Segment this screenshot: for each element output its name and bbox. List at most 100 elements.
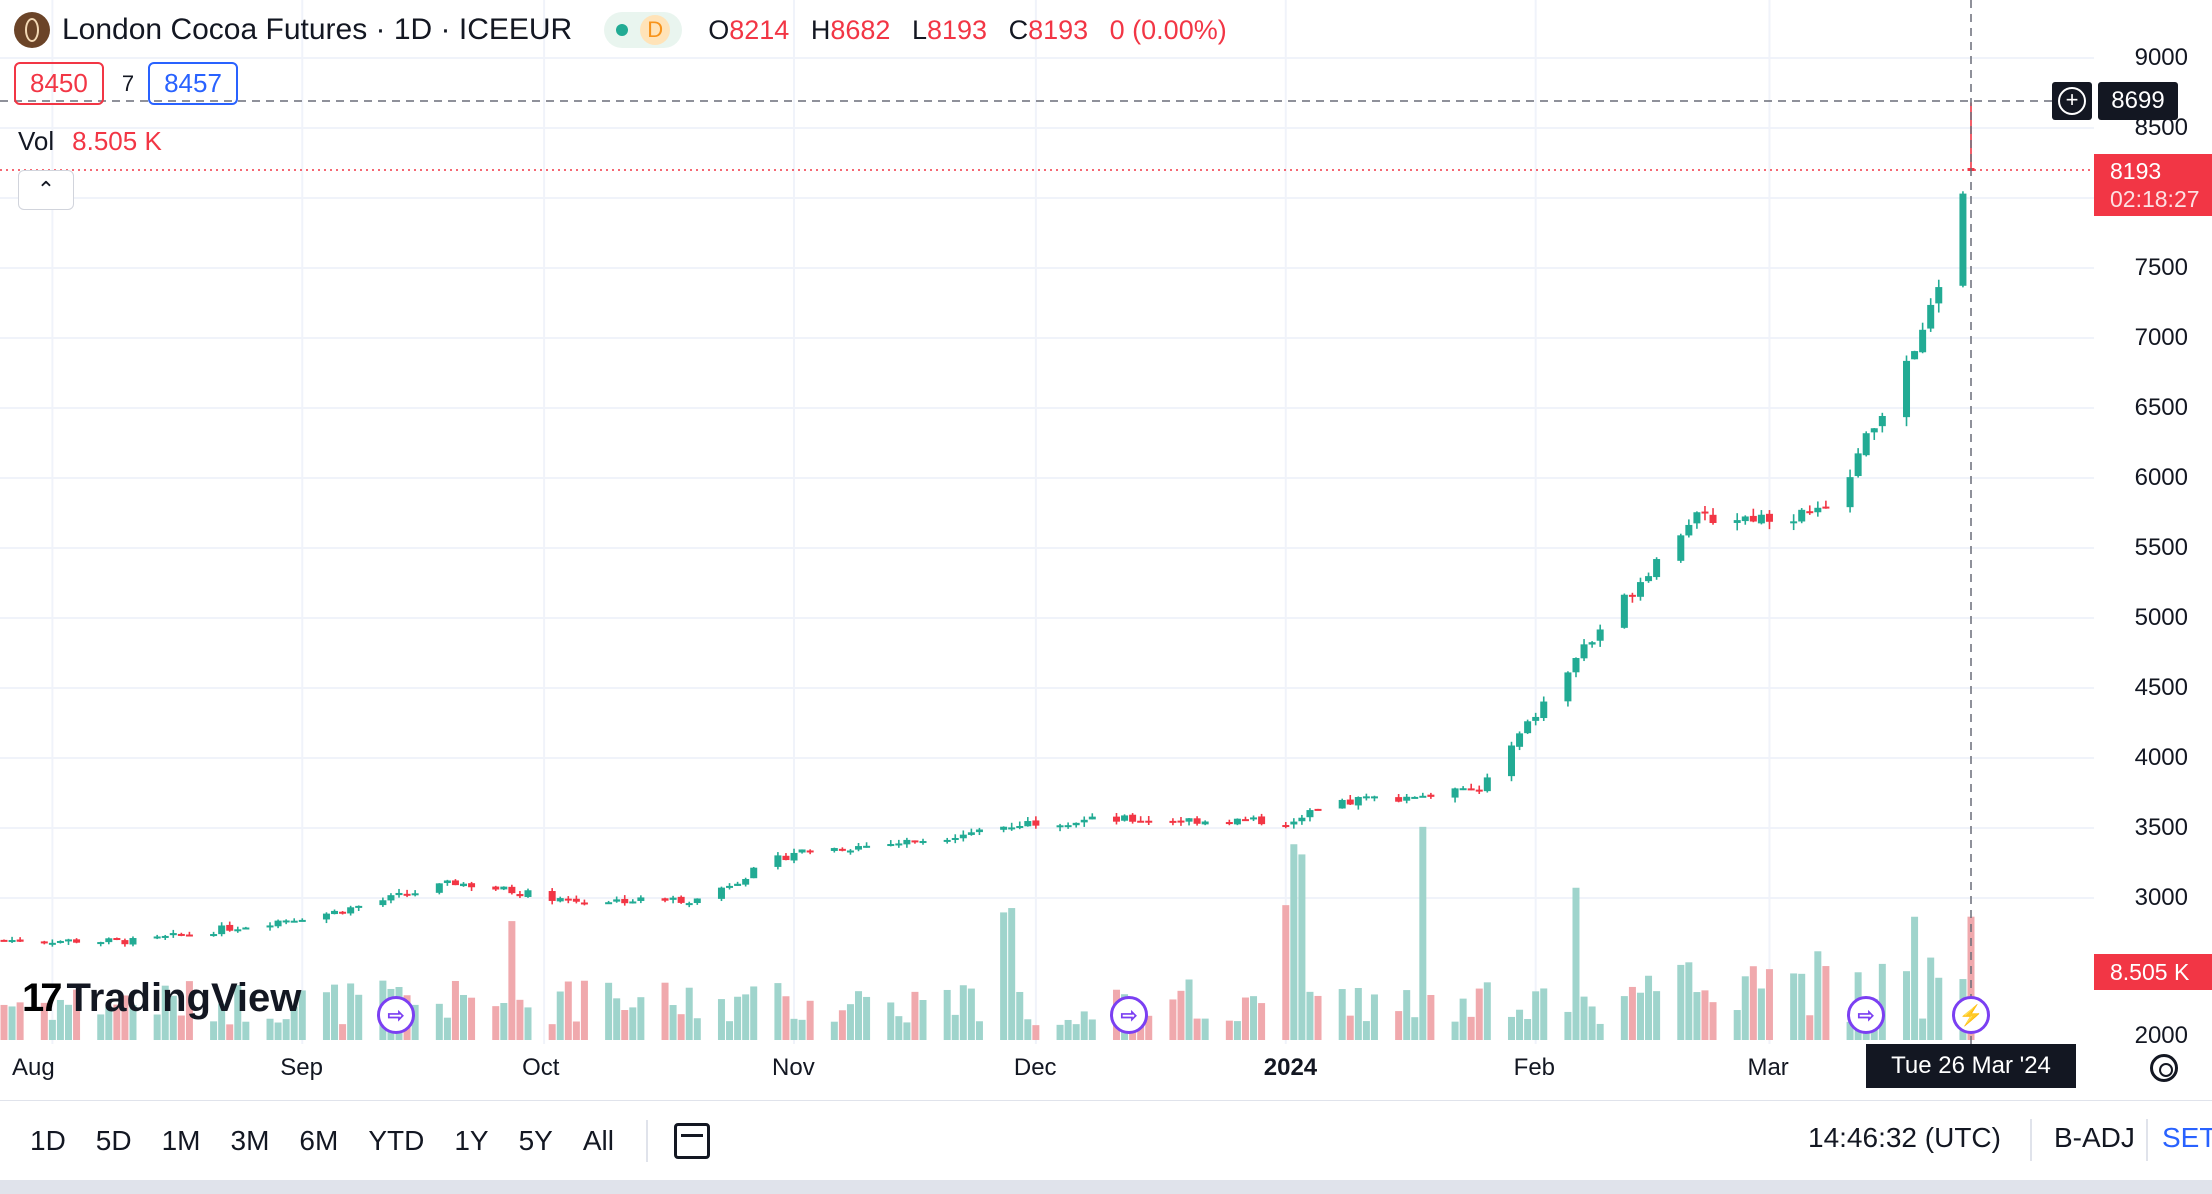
candle-body (621, 898, 629, 904)
candle-body (1080, 819, 1088, 823)
volume-bar (1636, 992, 1644, 1040)
volume-bar (1314, 995, 1322, 1040)
candle-body (379, 900, 387, 906)
close-value: 8193 (1028, 14, 1089, 45)
volume-legend-label[interactable]: Vol (18, 126, 55, 156)
candle-body (742, 879, 750, 885)
volume-bar (339, 1024, 347, 1040)
range-3m-button[interactable]: 3M (230, 1125, 270, 1156)
symbol-title[interactable]: London Cocoa Futures · 1D · ICEEUR (62, 13, 573, 46)
volume-bar (451, 980, 459, 1040)
candle-body (790, 852, 798, 861)
event-marker-icon[interactable]: ⇨ (1110, 996, 1148, 1034)
candle-body (1233, 818, 1241, 825)
range-1y-button[interactable]: 1Y (454, 1125, 489, 1156)
volume-bar (266, 1018, 274, 1040)
candle-body (500, 886, 508, 890)
buy-button[interactable]: 8457 (148, 62, 238, 105)
volume-bar (548, 1024, 556, 1040)
toolbar-divider (2146, 1119, 2148, 1161)
toolbar-divider (645, 1120, 648, 1162)
range-all-button[interactable]: All (582, 1125, 614, 1156)
candle-body (1757, 514, 1765, 524)
volume-bar (298, 990, 306, 1040)
price-tick-label: 5000 (2134, 604, 2188, 631)
volume-bar (73, 989, 81, 1040)
candle-body (242, 927, 250, 930)
candle-body (1008, 827, 1016, 830)
range-5d-button[interactable]: 5D (95, 1125, 132, 1156)
volume-bar (1524, 1018, 1532, 1040)
volume-bar (1878, 963, 1886, 1040)
add-alert-button[interactable]: + (2052, 82, 2092, 120)
event-marker-icon[interactable]: ⇨ (1847, 996, 1885, 1034)
volume-bar (798, 1019, 806, 1040)
candle-body (1177, 820, 1185, 823)
volume-bar (210, 1021, 218, 1040)
volume-bar (1233, 1021, 1241, 1040)
candle-body (669, 897, 677, 900)
event-marker-icon[interactable]: ⇨ (377, 996, 415, 1034)
candle-body (105, 938, 113, 943)
collapse-legend-button[interactable]: ⌃ (18, 170, 74, 210)
candle-body (1225, 822, 1233, 825)
volume-bar (951, 1014, 959, 1040)
candle-body (1701, 511, 1709, 514)
candle-body (64, 939, 72, 942)
chevron-up-icon: ⌃ (36, 177, 56, 202)
volume-bar (492, 1006, 500, 1040)
range-1m-button[interactable]: 1M (161, 1125, 201, 1156)
volume-bar (903, 1022, 911, 1040)
volume-bar (500, 1003, 508, 1040)
candle-body (1870, 428, 1878, 433)
volume-bar (1790, 973, 1798, 1040)
candle-body (1258, 816, 1266, 825)
candle-body (1628, 594, 1636, 597)
volume-bar (855, 991, 863, 1040)
candle-body (1193, 818, 1201, 824)
range-1d-button[interactable]: 1D (30, 1125, 66, 1156)
market-status-badge[interactable]: D (604, 12, 683, 48)
candle-body (1790, 521, 1798, 524)
volume-bar (1241, 997, 1249, 1040)
volume-bar (911, 991, 919, 1040)
candle-body (1564, 672, 1572, 702)
candle-body (298, 919, 306, 922)
volume-bar (347, 983, 355, 1040)
tradingview-watermark[interactable]: 17 TradingView (22, 976, 301, 1021)
volume-bar (750, 986, 758, 1040)
candle-body (911, 840, 919, 843)
candle-body (951, 837, 959, 840)
range-5y-button[interactable]: 5Y (518, 1125, 553, 1156)
candle-body (1862, 433, 1870, 456)
range-6m-button[interactable]: 6M (299, 1125, 339, 1156)
candle-body (1645, 576, 1653, 582)
volume-bar (774, 983, 782, 1040)
volume-bar (48, 1019, 56, 1040)
chart-canvas[interactable] (0, 0, 2212, 1100)
volume-bar (129, 1005, 137, 1040)
volume-bar (693, 1018, 701, 1040)
gear-icon[interactable] (2150, 1054, 2178, 1082)
candle-body (339, 911, 347, 914)
candle-body (1733, 520, 1741, 523)
crosshair-price-label: 8699 (2098, 82, 2178, 120)
bottom-edge (0, 1180, 2212, 1194)
volume-bar (1056, 1024, 1064, 1040)
volume-bar (685, 987, 693, 1040)
back-adjust-toggle[interactable]: B-ADJ (2054, 1122, 2135, 1153)
utc-clock[interactable]: 14:46:32 (UTC) (1808, 1122, 2001, 1153)
lightning-event-icon[interactable]: ⚡ (1952, 996, 1990, 1034)
price-tick-label: 6500 (2134, 394, 2188, 421)
candle-body (1395, 797, 1403, 802)
candle-body (967, 832, 975, 835)
range-ytd-button[interactable]: YTD (368, 1125, 425, 1156)
price-tick-label: 5500 (2134, 534, 2188, 561)
time-tick-label: Oct (522, 1054, 560, 1081)
volume-bar (1645, 975, 1653, 1040)
candle-body (177, 933, 185, 936)
volume-bar (1016, 991, 1024, 1040)
calendar-goto-icon[interactable] (673, 1123, 710, 1159)
settlement-toggle[interactable]: SET (2162, 1122, 2212, 1153)
sell-button[interactable]: 8450 (14, 62, 104, 105)
